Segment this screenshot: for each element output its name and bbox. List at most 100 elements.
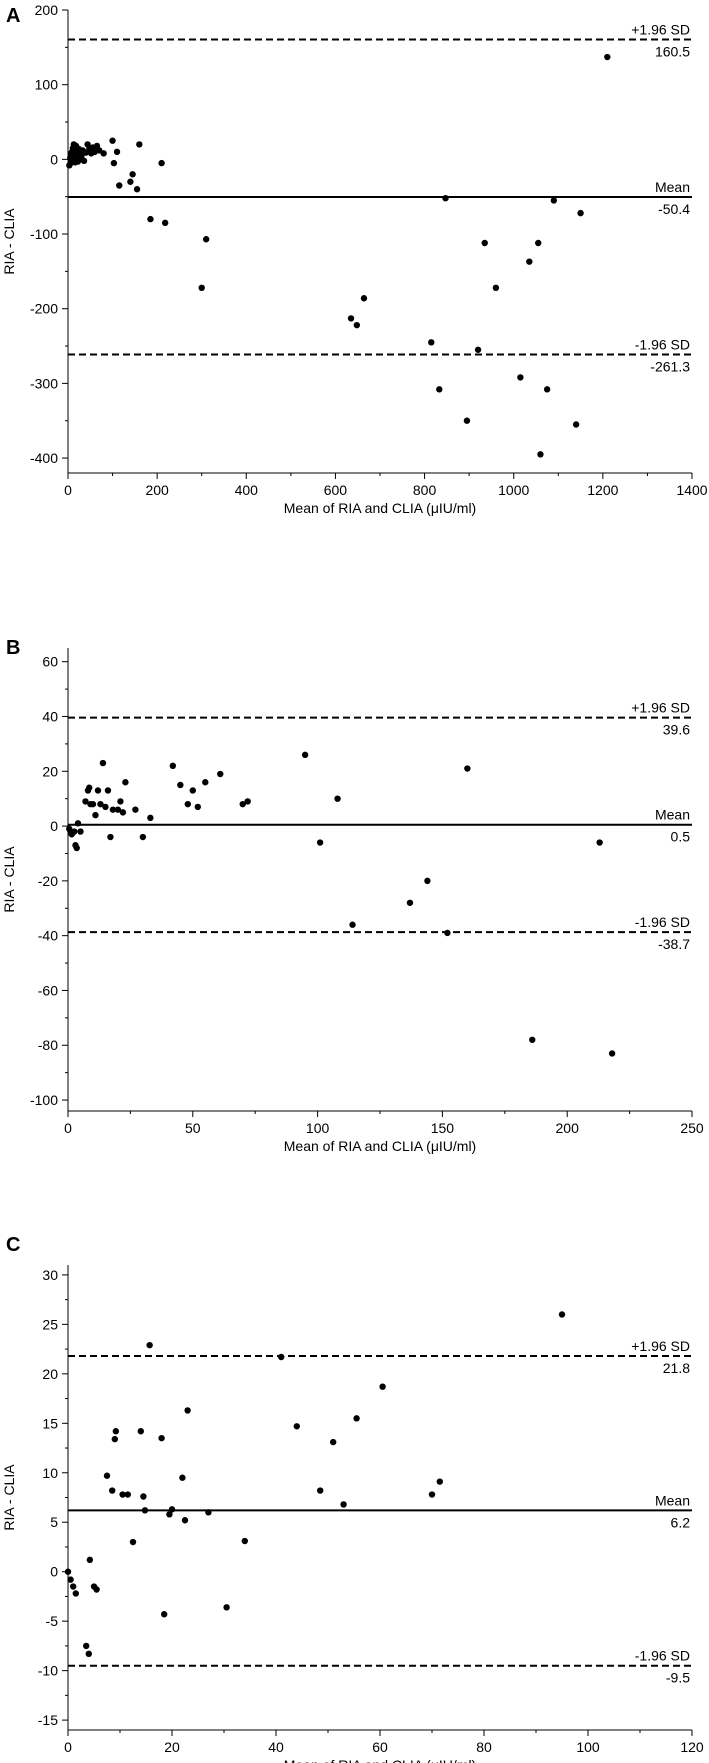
data-point [119, 809, 127, 816]
data-point [608, 1050, 616, 1057]
data-point [424, 877, 431, 885]
y-axis-label: RIA - CLIA [1, 1464, 17, 1531]
data-point [109, 806, 117, 813]
x-tick-label: 400 [235, 482, 259, 498]
data-point [577, 209, 584, 217]
x-tick-label: 100 [576, 1739, 600, 1755]
data-point [67, 1576, 74, 1583]
x-tick-label: 250 [680, 1120, 704, 1136]
data-point [161, 219, 169, 227]
x-tick-label: 600 [324, 482, 348, 498]
data-point [129, 171, 136, 178]
data-point [116, 182, 123, 189]
data-point [114, 806, 122, 813]
data-point [71, 828, 78, 835]
data-point [140, 1493, 147, 1500]
data-point [223, 1604, 230, 1611]
data-point [158, 159, 165, 167]
reference-line-name: Mean [655, 807, 690, 823]
y-tick-label: -400 [30, 450, 58, 466]
data-point [146, 1341, 153, 1349]
data-point [158, 1434, 165, 1442]
data-point [198, 284, 205, 291]
data-point [141, 1507, 149, 1514]
data-point [316, 839, 324, 846]
y-tick-label: -60 [38, 982, 58, 998]
data-point [202, 779, 209, 786]
reference-line-name: Mean [655, 179, 690, 195]
x-tick-label: 80 [476, 1739, 492, 1755]
data-point [492, 284, 500, 291]
y-tick-label: 15 [42, 1415, 58, 1431]
y-tick-label: 100 [35, 77, 59, 93]
x-tick-label: 1200 [587, 482, 618, 498]
reference-line-value: 21.8 [663, 1360, 690, 1376]
panel-a: A -400 -300 -200 -100 0 100 200 0 200 400 600 800 100… [1, 2, 708, 516]
y-tick-label: 0 [50, 1564, 58, 1580]
y-tick-label: 20 [42, 763, 58, 779]
data-point [330, 1438, 337, 1446]
x-tick-label: 0 [64, 1120, 72, 1136]
y-axis-label: RIA - CLIA [1, 846, 17, 913]
x-tick-label: 20 [164, 1739, 180, 1755]
reference-line-name: -1.96 SD [635, 914, 690, 930]
data-point [537, 451, 544, 458]
data-point [99, 759, 107, 767]
data-point [184, 1407, 191, 1414]
reference-line-name: +1.96 SD [631, 21, 690, 37]
data-point [137, 1428, 144, 1435]
data-point [334, 795, 341, 802]
reference-line-name: -1.96 SD [635, 336, 690, 352]
data-point [169, 762, 177, 770]
data-point [64, 1568, 72, 1575]
data-point [572, 421, 580, 428]
data-point [529, 1036, 536, 1043]
data-point [110, 159, 118, 167]
data-point [444, 929, 451, 937]
data-point [317, 1487, 324, 1494]
data-point [558, 1311, 566, 1318]
data-point [293, 1423, 300, 1430]
data-point [109, 1487, 116, 1494]
data-point [181, 1517, 189, 1524]
y-tick-label: 60 [42, 654, 58, 670]
data-point [379, 1383, 386, 1390]
data-point [124, 1491, 131, 1498]
data-point [73, 844, 80, 852]
data-point [100, 150, 107, 157]
data-point [241, 1537, 248, 1545]
data-point [102, 803, 109, 811]
panel-c: C -15 -10 -5 0 5 10 15 20 25 30 0 20 40 60 80 100 120 Mean… [1, 1234, 704, 1763]
data-point [83, 1642, 90, 1650]
data-point [147, 814, 154, 822]
data-point [161, 1611, 168, 1618]
data-point [463, 417, 471, 424]
x-tick-label: 40 [268, 1739, 284, 1755]
reference-line-value: 39.6 [663, 722, 690, 738]
data-point [481, 239, 488, 247]
data-point [127, 178, 134, 185]
data-point [353, 1415, 360, 1422]
y-axis-label: RIA - CLIA [1, 208, 17, 275]
data-point [184, 800, 192, 808]
reference-line-value: -261.3 [650, 358, 690, 374]
data-point [349, 921, 356, 928]
data-point [97, 800, 104, 808]
x-tick-label: 60 [372, 1739, 388, 1755]
data-point [543, 386, 551, 393]
y-tick-label: -20 [38, 873, 58, 889]
y-tick-label: -200 [30, 301, 58, 317]
y-tick-label: -15 [38, 1712, 58, 1728]
x-tick-label: 1000 [498, 482, 529, 498]
reference-line-value: 6.2 [671, 1514, 691, 1530]
data-point [347, 315, 355, 322]
x-tick-label: 50 [185, 1120, 201, 1136]
data-point [109, 137, 116, 144]
data-point [179, 1474, 186, 1481]
data-point [202, 236, 210, 243]
data-point [239, 800, 246, 808]
x-tick-label: 800 [413, 482, 437, 498]
reference-line-value: -50.4 [658, 201, 690, 217]
x-tick-label: 1400 [676, 482, 707, 498]
